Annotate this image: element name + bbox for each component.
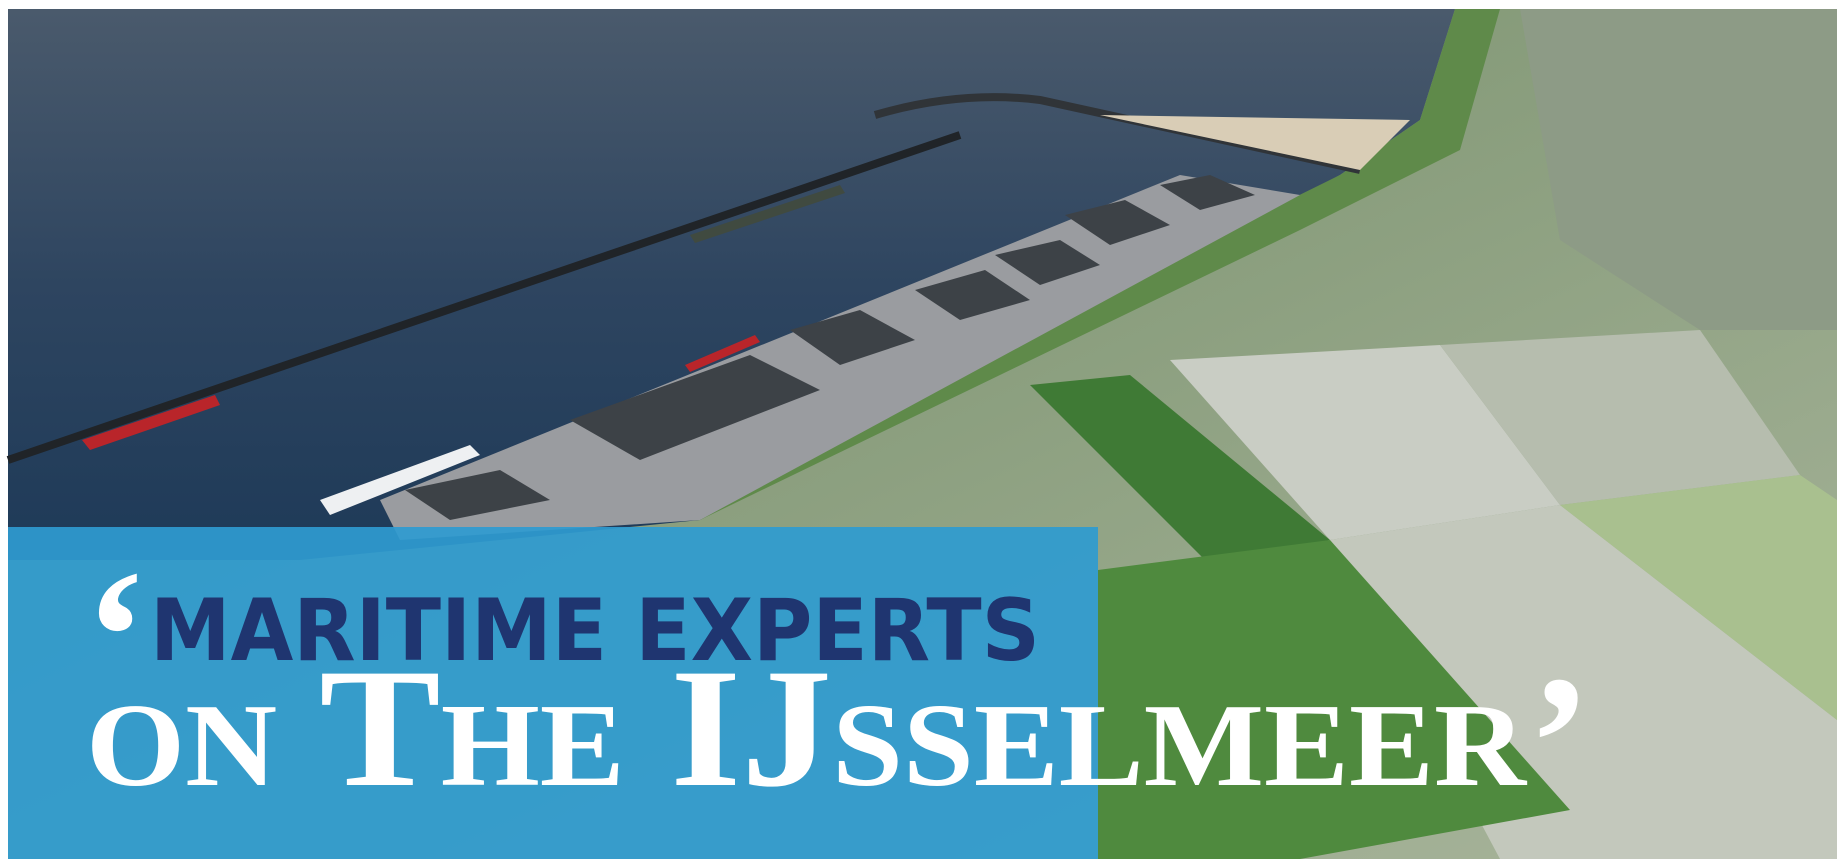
- headline-panel: [8, 527, 1098, 859]
- headline-line2: on The IJsselmeer: [86, 634, 1527, 822]
- quote-close: ’: [1528, 638, 1591, 848]
- quote-open: ‘: [84, 532, 147, 742]
- headline-line1: MARITIME EXPERTS: [150, 581, 1040, 681]
- aerial-photo: [6, 9, 1837, 859]
